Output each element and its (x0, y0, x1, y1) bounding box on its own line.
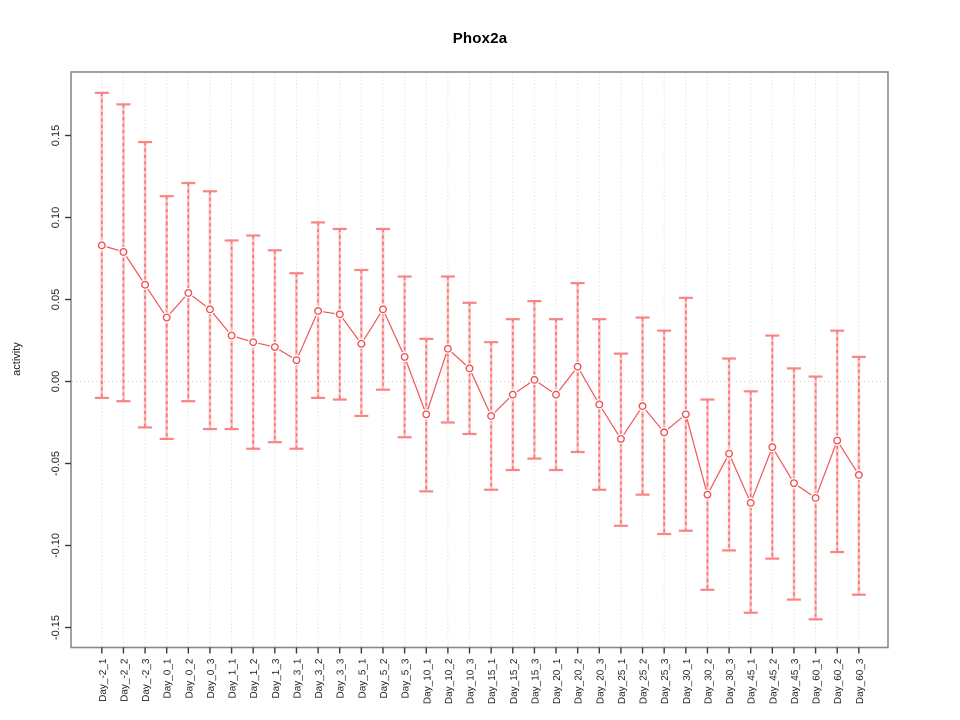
x-tick-label: Day_-2_2 (119, 658, 130, 702)
y-tick-label: -0.15 (50, 615, 62, 640)
plot-border (70, 71, 889, 649)
y-tick-label: -0.05 (50, 451, 62, 476)
data-point (357, 339, 366, 348)
data-point (681, 410, 690, 419)
x-tick-label: Day_1_3 (271, 658, 282, 698)
x-tick-label: Day_30_1 (682, 658, 693, 704)
x-tick-label: Day_0_2 (184, 658, 195, 698)
data-point (616, 434, 625, 443)
data-point (97, 241, 106, 250)
x-tick-label: Day_5_2 (379, 658, 390, 698)
data-point (530, 375, 539, 384)
x-tick-label: Day_25_1 (617, 658, 628, 704)
x-tick-label: Day_0_1 (163, 658, 174, 698)
x-tick-label: Day_20_3 (595, 658, 606, 704)
x-tick-label: Day_15_2 (509, 658, 520, 704)
data-point (703, 490, 712, 499)
x-tick-label: Day_15_1 (487, 658, 498, 704)
x-tick-label: Day_5_3 (401, 658, 412, 698)
data-point (249, 338, 258, 347)
x-tick-label: Day_3_2 (314, 658, 325, 698)
x-tick-label: Day_45_2 (768, 658, 779, 704)
data-point (811, 493, 820, 502)
x-tick-label: Day_0_3 (206, 658, 217, 698)
data-point (443, 344, 452, 353)
data-point (184, 288, 193, 297)
x-tick-label: Day_25_2 (639, 658, 650, 704)
x-tick-label: Day_30_3 (725, 658, 736, 704)
x-tick-label: Day_3_1 (292, 658, 303, 698)
data-point (270, 343, 279, 352)
y-tick-label: -0.10 (50, 533, 62, 558)
data-point (487, 411, 496, 420)
x-tick-label: Day_60_2 (833, 658, 844, 704)
x-tick-label: Day_5_1 (357, 658, 368, 698)
x-tick-label: Day_10_1 (422, 658, 433, 704)
data-point (768, 443, 777, 452)
x-tick-label: Day_20_2 (574, 658, 585, 704)
x-tick-label: Day_45_1 (747, 658, 758, 704)
chart-title: Phox2a (452, 30, 508, 47)
data-point (314, 307, 323, 315)
data-point (465, 364, 474, 373)
data-point (854, 471, 863, 479)
x-tick-label: Day_10_3 (466, 658, 477, 704)
data-point (119, 247, 128, 256)
x-tick-label: Day_60_3 (855, 658, 866, 704)
data-point (746, 498, 755, 507)
data-point (292, 356, 301, 365)
data-point (638, 402, 647, 411)
x-tick-label: Day_3_3 (336, 658, 347, 698)
data-point (205, 305, 214, 314)
data-point (660, 428, 669, 437)
y-tick-label: 0.05 (50, 289, 62, 310)
y-tick-label: 0.15 (50, 125, 62, 146)
series-connector-line (101, 244, 860, 505)
data-point (725, 449, 734, 458)
x-tick-label: Day_25_3 (660, 658, 671, 704)
data-point (141, 280, 150, 289)
x-tick-label: Day_1_1 (228, 658, 239, 698)
y-axis-title: activity (11, 342, 23, 376)
data-point (508, 390, 517, 399)
x-tick-label: Day_30_2 (703, 658, 714, 704)
x-tick-label: Day_1_2 (249, 658, 260, 698)
x-tick-label: Day_60_1 (812, 658, 823, 704)
data-point (833, 436, 842, 445)
x-tick-label: Day_-2_3 (141, 658, 152, 702)
data-point (595, 400, 604, 409)
x-tick-label: Day_10_2 (444, 658, 455, 704)
data-point (573, 362, 582, 371)
y-tick-label: 0.00 (50, 371, 62, 392)
data-point (552, 390, 560, 399)
x-tick-label: Day_20_1 (552, 658, 563, 704)
x-tick-label: Day_15_3 (530, 658, 541, 704)
data-point (790, 479, 798, 488)
data-point (400, 352, 409, 361)
data-point (379, 305, 387, 314)
data-point (335, 310, 344, 319)
data-point (227, 331, 236, 340)
data-point (422, 410, 431, 419)
data-point (162, 313, 171, 322)
y-tick-label: 0.10 (50, 207, 62, 228)
x-tick-label: Day_45_3 (790, 658, 801, 704)
x-tick-label: Day_-2_1 (98, 658, 109, 702)
